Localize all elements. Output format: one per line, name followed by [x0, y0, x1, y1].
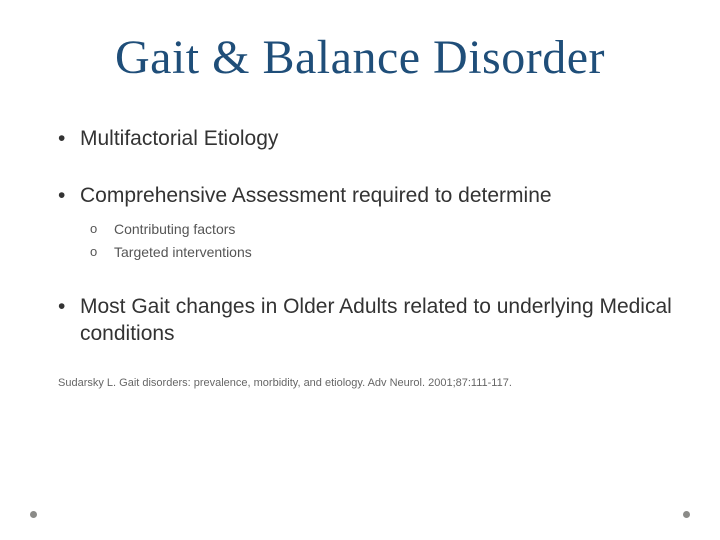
slide-title: Gait & Balance Disorder — [40, 30, 680, 85]
bullet-text: Multifactorial Etiology — [80, 127, 278, 150]
bullet-item: Multifactorial Etiology — [58, 125, 680, 152]
bullet-item: Most Gait changes in Older Adults relate… — [58, 293, 680, 348]
citation-text: Sudarsky L. Gait disorders: prevalence, … — [40, 377, 680, 389]
bullet-text: Most Gait changes in Older Adults relate… — [80, 295, 672, 345]
sub-bullet-item: Contributing factors — [90, 220, 680, 240]
slide: Gait & Balance Disorder Multifactorial E… — [0, 0, 720, 540]
sub-bullet-text: Contributing factors — [114, 221, 235, 237]
bullet-text: Comprehensive Assessment required to det… — [80, 184, 552, 207]
bullet-list: Multifactorial Etiology Comprehensive As… — [40, 125, 680, 347]
bullet-item: Comprehensive Assessment required to det… — [58, 182, 680, 262]
sub-bullet-item: Targeted interventions — [90, 243, 680, 263]
sub-bullet-text: Targeted interventions — [114, 244, 252, 260]
sub-bullet-list: Contributing factors Targeted interventi… — [80, 220, 680, 263]
decorative-dot-right — [683, 511, 690, 518]
decorative-dot-left — [30, 511, 37, 518]
